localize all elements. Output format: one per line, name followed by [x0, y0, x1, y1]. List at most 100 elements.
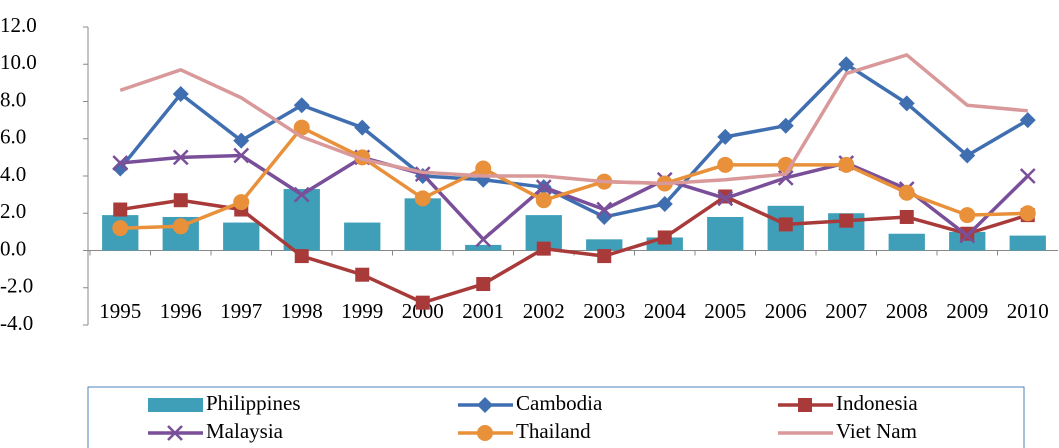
- point: [354, 119, 371, 136]
- point: [838, 156, 855, 173]
- x-tick-label: 2010: [1007, 299, 1049, 323]
- point: [294, 249, 309, 264]
- line: [118, 62, 1029, 219]
- y-tick-label: 8.0: [0, 87, 26, 111]
- legend-marker: [477, 397, 493, 413]
- bar: [707, 216, 744, 251]
- line: [119, 194, 1029, 305]
- point: [113, 202, 128, 217]
- point: [1019, 112, 1036, 129]
- bar: [586, 239, 623, 251]
- bar: [283, 189, 320, 251]
- point: [959, 227, 976, 244]
- point: [898, 184, 915, 201]
- legend-label: Malaysia: [206, 419, 284, 443]
- bar: [344, 222, 381, 251]
- legend-label: Viet Nam: [836, 419, 917, 443]
- bar: [404, 198, 441, 251]
- point: [959, 147, 976, 164]
- point: [172, 86, 189, 103]
- legend-box: [87, 386, 1025, 448]
- point: [536, 241, 551, 256]
- line: [120, 125, 1028, 230]
- legend-swatch: [148, 398, 203, 412]
- point: [838, 56, 855, 73]
- point: [476, 277, 491, 292]
- point: [112, 160, 129, 177]
- point: [112, 155, 129, 171]
- bar: [888, 233, 925, 251]
- x-tick-label: 2003: [583, 299, 625, 323]
- point: [414, 166, 431, 183]
- point: [1019, 168, 1036, 184]
- legend-label: Thailand: [516, 419, 591, 443]
- point: [1019, 205, 1036, 222]
- point: [112, 220, 129, 237]
- x-tick-label: 1997: [220, 299, 262, 323]
- legend-label: Cambodia: [516, 391, 603, 415]
- point: [172, 149, 189, 166]
- point: [717, 156, 734, 173]
- point: [839, 213, 854, 228]
- point: [597, 249, 612, 264]
- x-tick-label: 2002: [523, 299, 565, 323]
- point: [596, 201, 613, 218]
- x-tick-label: 2006: [765, 299, 807, 323]
- point: [717, 128, 734, 145]
- point: [535, 192, 552, 209]
- y-tick-label: -4.0: [0, 311, 33, 335]
- point: [415, 295, 430, 310]
- x-tick-label: 1995: [99, 299, 141, 323]
- point: [475, 231, 492, 248]
- x-tick-label: 2005: [704, 299, 746, 323]
- y-tick-label: 10.0: [0, 50, 37, 74]
- y-tick-label: 12.0: [0, 13, 37, 37]
- point: [718, 189, 733, 204]
- point: [233, 194, 250, 211]
- point: [172, 218, 189, 235]
- point: [233, 132, 250, 149]
- point: [778, 217, 793, 232]
- x-tick-label: 1998: [281, 299, 323, 323]
- legend-marker: [798, 398, 812, 412]
- point: [657, 230, 672, 245]
- y-tick-label: -2.0: [0, 274, 33, 298]
- point: [898, 95, 915, 112]
- y-tick-label: 2.0: [0, 199, 26, 223]
- x-tick-label: 2001: [462, 299, 504, 323]
- point: [717, 190, 734, 207]
- point: [355, 267, 370, 282]
- bar: [465, 244, 502, 251]
- x-tick-label: 2004: [644, 299, 687, 323]
- x-tick-label: 2007: [825, 299, 867, 323]
- point: [293, 119, 310, 136]
- point: [475, 160, 492, 177]
- x-tick-label: 2009: [946, 299, 988, 323]
- point: [535, 179, 552, 196]
- point: [656, 195, 673, 212]
- legend-label: Philippines: [206, 391, 301, 415]
- point: [293, 186, 310, 203]
- bar: [1009, 235, 1046, 251]
- legend-marker: [167, 425, 183, 441]
- point: [596, 208, 613, 225]
- x-tick-label: 2008: [886, 299, 928, 323]
- y-tick-label: 6.0: [0, 125, 26, 149]
- line: [119, 53, 1028, 186]
- point: [959, 207, 976, 224]
- line: [120, 153, 1029, 242]
- x-tick-label: 1999: [341, 299, 383, 323]
- y-tick-label: 0.0: [0, 236, 26, 260]
- point: [293, 97, 310, 114]
- x-tick-label: 1996: [160, 299, 202, 323]
- legend-marker: [477, 425, 493, 441]
- point: [414, 190, 431, 207]
- point: [777, 117, 794, 134]
- legend-label: Indonesia: [836, 391, 918, 415]
- bar: [949, 231, 986, 251]
- bar: [223, 222, 260, 251]
- y-tick-label: 4.0: [0, 162, 26, 186]
- point: [173, 193, 188, 208]
- point: [899, 209, 914, 224]
